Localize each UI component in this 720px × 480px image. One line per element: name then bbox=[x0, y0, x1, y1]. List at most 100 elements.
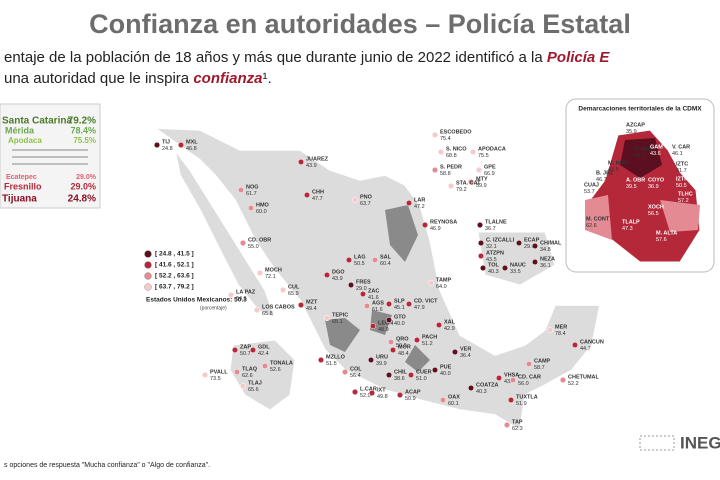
city-value: 36.7 bbox=[485, 226, 496, 232]
city-dot bbox=[253, 306, 261, 314]
city-dot bbox=[559, 376, 567, 384]
city-label: PUE bbox=[440, 364, 452, 370]
city-value: 51.2 bbox=[422, 341, 433, 347]
city-label: AGS bbox=[372, 300, 384, 306]
city-value: 60.0 bbox=[256, 209, 267, 215]
cdmx-value: 46.7 bbox=[596, 177, 607, 183]
city-dot bbox=[256, 269, 264, 277]
cdmx-label: A. OBR bbox=[626, 177, 645, 183]
city-value: 63.7 bbox=[360, 201, 371, 207]
city-label: C. IZCALLI bbox=[486, 237, 515, 243]
city-dot bbox=[239, 382, 247, 390]
city-label: NAUC bbox=[510, 262, 526, 268]
city-value: 48.9 bbox=[378, 327, 389, 333]
city-value: 34.8 bbox=[540, 247, 551, 253]
city-label: CD. OBR bbox=[248, 237, 271, 243]
city-value: 58.8 bbox=[440, 171, 451, 177]
city-dot bbox=[385, 300, 393, 308]
city-label: VHSA bbox=[504, 372, 519, 378]
city-label: GDL bbox=[258, 344, 270, 350]
city-value: 24.8 bbox=[162, 146, 173, 152]
city-label: TLAQ bbox=[242, 366, 258, 372]
city-label: REYNOSA bbox=[430, 219, 457, 225]
city-label: MOCH bbox=[265, 267, 282, 273]
ranking bbox=[0, 103, 101, 209]
city-dot bbox=[447, 182, 455, 190]
city-dot bbox=[323, 271, 331, 279]
city-value: 51.0 bbox=[416, 376, 427, 382]
city-value: 33.5 bbox=[510, 269, 521, 275]
cdmx-label: CUAJ bbox=[584, 182, 599, 188]
cdmx-value: 46.1 bbox=[672, 151, 683, 157]
city-label: SLP bbox=[394, 298, 405, 304]
city-dot bbox=[385, 316, 393, 324]
city-value: 42.4 bbox=[258, 351, 269, 357]
city-dot bbox=[509, 376, 517, 384]
city-value: 29.0 bbox=[356, 286, 367, 292]
city-dot bbox=[387, 338, 395, 346]
city-value: 47.2 bbox=[414, 204, 425, 210]
city-value: 36.4 bbox=[460, 353, 471, 359]
logo: INEG bbox=[639, 433, 720, 452]
city-value: 52.0 bbox=[360, 393, 371, 399]
legend-swatch bbox=[144, 283, 152, 291]
cdmx-value: 56.5 bbox=[648, 211, 659, 217]
city-dot bbox=[396, 391, 404, 399]
subtitle-text: ¹. bbox=[263, 70, 272, 87]
city-dot bbox=[237, 186, 245, 194]
city-label: GTO bbox=[394, 314, 407, 320]
city-label: URU bbox=[376, 354, 388, 360]
city-label: LA PAZ bbox=[236, 289, 256, 295]
unit: (porcentaje) bbox=[200, 305, 227, 311]
city-value: 39.9 bbox=[376, 361, 387, 367]
city-dot bbox=[405, 300, 413, 308]
city-value: 45.1 bbox=[394, 305, 405, 311]
cdmx-label: CUAUH bbox=[634, 146, 654, 152]
city-value: 58.7 bbox=[534, 365, 545, 371]
city-dot bbox=[367, 356, 375, 364]
city-dot bbox=[469, 148, 477, 156]
rank-city: Ecatepec bbox=[6, 174, 37, 181]
legend: [ 24.8 , 41.5 ] [ 41.6 , 52.1 ] [ 52.2 , 6… bbox=[144, 250, 247, 311]
city-value: 61.6 bbox=[372, 307, 383, 313]
city-label: IXT bbox=[377, 387, 386, 393]
city-label: CUL bbox=[288, 284, 300, 290]
mexico-map bbox=[152, 127, 601, 432]
subtitle-em: confianza bbox=[193, 70, 262, 87]
city-value: 47.9 bbox=[414, 305, 425, 311]
rank-value: 24.8% bbox=[68, 194, 96, 205]
city-label: PVALL bbox=[210, 369, 228, 375]
logo-text: INEG bbox=[680, 433, 720, 452]
cdmx-label: AZCAP bbox=[626, 122, 645, 128]
cdmx-value: 49.5 bbox=[608, 167, 619, 173]
legend-label: [ 41.6 , 52.1 ] bbox=[155, 262, 194, 269]
city-value: 44.7 bbox=[580, 346, 591, 352]
legend-label: [ 24.8 , 41.5 ] bbox=[155, 251, 194, 258]
city-value: 56.9 bbox=[396, 343, 407, 349]
city-value: 50.9 bbox=[405, 396, 416, 402]
subtitle-text: entaje de la población de 18 años y más … bbox=[4, 49, 547, 66]
city-dot bbox=[467, 178, 475, 186]
city-dot bbox=[153, 141, 161, 149]
city-label: MZT bbox=[306, 299, 318, 305]
city-label: CAMP bbox=[534, 358, 551, 364]
cdmx-value: 50.5 bbox=[676, 183, 687, 189]
city-dot bbox=[341, 368, 349, 376]
city-label: ZAP bbox=[240, 344, 251, 350]
city-label: CHH bbox=[312, 189, 324, 195]
city-dot bbox=[247, 204, 255, 212]
cdmx-region bbox=[620, 138, 662, 178]
city-label: TOL bbox=[488, 262, 500, 268]
city-label: FRES bbox=[356, 279, 371, 285]
ellipsis bbox=[12, 149, 88, 165]
city-label: TAMP bbox=[436, 277, 452, 283]
city-value: 36.1 bbox=[540, 263, 551, 269]
city-label: JUAREZ bbox=[306, 156, 329, 162]
city-value: 65.9 bbox=[288, 291, 299, 297]
city-value: 60.4 bbox=[380, 261, 391, 267]
city-label: PNO bbox=[360, 194, 373, 200]
cdmx-value: 41.7 bbox=[676, 168, 687, 174]
city-label: TUXTLA bbox=[516, 394, 538, 400]
cdmx-region bbox=[585, 195, 700, 240]
city-dot bbox=[239, 239, 247, 247]
